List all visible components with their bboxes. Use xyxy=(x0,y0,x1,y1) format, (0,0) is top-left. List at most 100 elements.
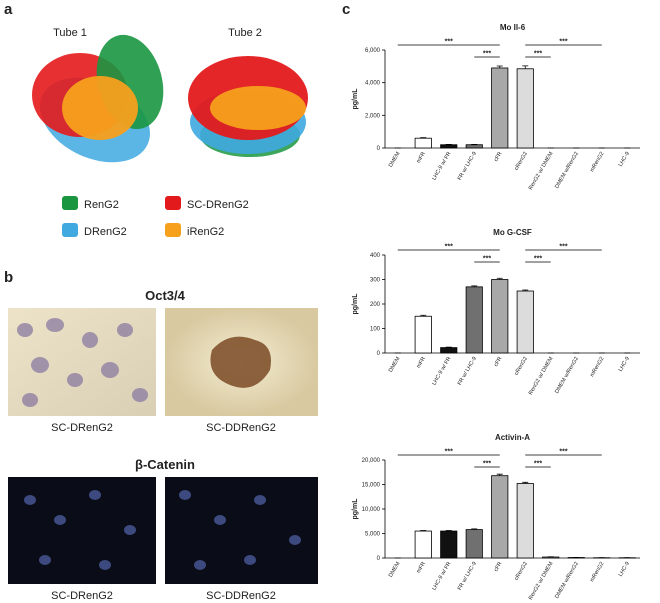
nuclei xyxy=(24,490,301,570)
x-tick-label: mFR xyxy=(416,151,427,164)
legend-label: DRenG2 xyxy=(84,226,127,238)
x-tick-label: mRenG2 xyxy=(589,561,605,583)
chart-title: Activin-A xyxy=(495,433,530,442)
error-bar xyxy=(471,528,478,530)
bar xyxy=(414,530,432,559)
bar xyxy=(491,67,509,149)
x-tick-label: LHC-9 w/ FR xyxy=(431,356,452,387)
significance-label: *** xyxy=(445,244,453,251)
chart-title: Mo G-CSF xyxy=(493,228,532,237)
bar xyxy=(516,68,534,149)
legend-label: SC-DRenG2 xyxy=(187,199,249,211)
x-tick-label: DMEM w/RenG2 xyxy=(554,356,580,395)
x-tick-label: RenG2 w/ DMEM xyxy=(528,561,555,601)
x-tick-label: RenG2 w/ DMEM xyxy=(528,356,555,396)
legend-swatch xyxy=(62,196,78,210)
y-tick-label: 2,000 xyxy=(365,113,381,119)
legend-swatch xyxy=(165,223,181,237)
error-bar xyxy=(522,289,529,292)
y-tick-label: 0 xyxy=(377,351,381,357)
bar xyxy=(465,144,483,149)
bar xyxy=(440,530,458,559)
significance-label: *** xyxy=(445,449,453,456)
error-bar xyxy=(420,314,427,317)
significance-label: *** xyxy=(534,256,542,263)
x-tick-label: cFR xyxy=(493,356,503,368)
cells xyxy=(17,318,148,407)
panel-label: a xyxy=(4,1,13,18)
y-tick-label: 100 xyxy=(370,327,381,333)
y-tick-label: 400 xyxy=(370,253,381,259)
y-tick-label: 20,000 xyxy=(362,458,381,464)
y-tick-label: 6,000 xyxy=(365,48,381,54)
y-axis-label: pg/mL xyxy=(352,498,359,520)
caption: SC-DRenG2 xyxy=(51,590,113,602)
x-tick-label: LHC-9 w/ FR xyxy=(431,561,452,592)
error-bar xyxy=(496,65,503,68)
section-title: β-Catenin xyxy=(135,457,195,472)
section-title: Oct3/4 xyxy=(145,288,186,303)
bar xyxy=(465,529,483,559)
error-bar xyxy=(496,277,503,280)
y-axis-label: pg/mL xyxy=(352,293,359,315)
x-tick-label: DMEM xyxy=(388,356,402,374)
x-tick-label: cRenG2 xyxy=(514,561,529,581)
chart-title: Mo Il-6 xyxy=(500,23,526,32)
x-tick-label: LHC-9 xyxy=(618,356,631,373)
significance-label: *** xyxy=(534,461,542,468)
x-tick-label: cRenG2 xyxy=(514,151,529,171)
x-tick-label: mFR xyxy=(416,561,427,574)
error-bar xyxy=(522,65,529,69)
bar xyxy=(491,279,509,354)
panel-label: b xyxy=(4,269,13,286)
error-bar xyxy=(496,473,503,476)
x-tick-label: mFR xyxy=(416,356,427,369)
significance-label: *** xyxy=(445,39,453,46)
significance-label: *** xyxy=(534,51,542,58)
significance-label: *** xyxy=(483,461,491,468)
bar xyxy=(414,137,432,149)
y-tick-label: 15,000 xyxy=(362,483,381,489)
caption: SC-DDRenG2 xyxy=(206,590,276,602)
bar xyxy=(465,286,483,354)
y-tick-label: 0 xyxy=(377,556,381,562)
significance-label: *** xyxy=(559,449,567,456)
x-tick-label: FR w/ LHC-9 xyxy=(457,151,478,182)
legend-label: iRenG2 xyxy=(187,226,224,238)
x-tick-label: FR w/ LHC-9 xyxy=(457,356,478,387)
x-tick-label: RenG2 w/ DMEM xyxy=(528,151,555,191)
y-tick-label: 200 xyxy=(370,302,381,308)
y-tick-label: 0 xyxy=(377,146,381,152)
legend-swatch xyxy=(165,196,181,210)
bar xyxy=(516,483,534,559)
x-tick-label: DMEM xyxy=(388,151,402,169)
y-tick-label: 5,000 xyxy=(365,532,381,538)
x-tick-label: LHC-9 xyxy=(618,151,631,168)
legend-label: RenG2 xyxy=(84,199,119,211)
x-tick-label: DMEM w/RenG2 xyxy=(554,151,580,190)
y-tick-label: 10,000 xyxy=(362,507,381,513)
significance-label: *** xyxy=(483,256,491,263)
significance-label: *** xyxy=(483,51,491,58)
x-tick-label: DMEM xyxy=(388,561,402,579)
x-tick-label: DMEM w/RenG2 xyxy=(554,561,580,600)
x-tick-label: FR w/ LHC-9 xyxy=(457,561,478,592)
bar xyxy=(440,144,458,149)
y-axis-label: pg/mL xyxy=(352,88,359,110)
significance-label: *** xyxy=(559,39,567,46)
spheroid xyxy=(210,336,271,388)
bar xyxy=(440,347,458,354)
x-tick-label: cRenG2 xyxy=(514,356,529,376)
tube-title: Tube 1 xyxy=(53,27,87,39)
y-tick-label: 300 xyxy=(370,278,381,284)
caption: SC-DRenG2 xyxy=(51,422,113,434)
bar xyxy=(516,290,534,354)
blob xyxy=(62,76,138,140)
blob xyxy=(210,86,306,130)
bar xyxy=(414,315,432,354)
panel-label: c xyxy=(342,1,350,18)
x-tick-label: mRenG2 xyxy=(589,356,605,378)
x-tick-label: mRenG2 xyxy=(589,151,605,173)
